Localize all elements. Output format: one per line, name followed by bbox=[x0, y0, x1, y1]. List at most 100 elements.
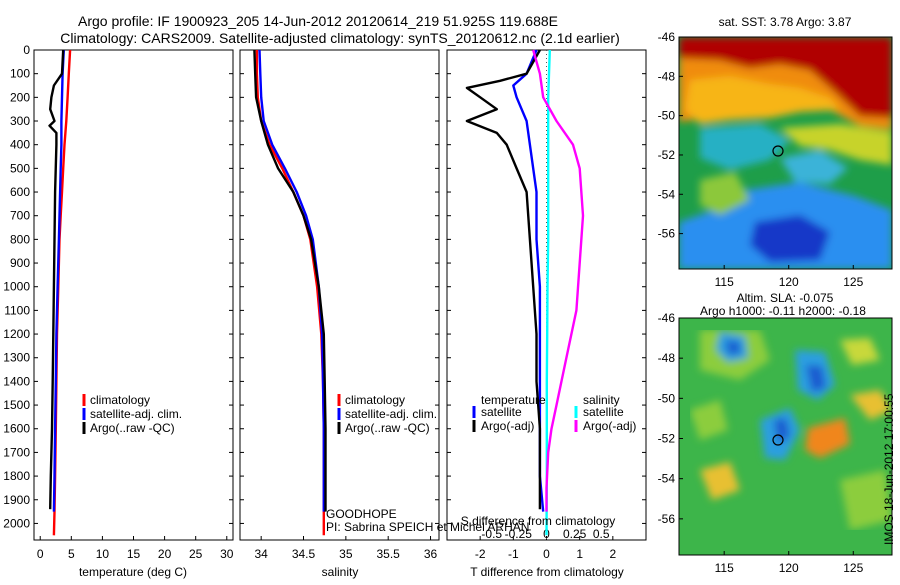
x-tick-label: 2 bbox=[609, 547, 616, 561]
series-line bbox=[253, 49, 327, 512]
legend-label: climatology bbox=[90, 393, 150, 407]
y-tick-label: -46 bbox=[658, 311, 676, 325]
figure-title-line2: Climatology: CARS2009. Satellite-adjuste… bbox=[60, 30, 620, 46]
sst-map-axes: 115 120 125 -46 -48 -50 -52 -54 -56 bbox=[658, 30, 864, 289]
y-tick-label: 500 bbox=[10, 161, 30, 175]
sst-map-frame bbox=[678, 36, 893, 270]
y-tick-label: -46 bbox=[658, 30, 676, 44]
legend-label: Argo(-adj) bbox=[481, 419, 534, 433]
s-tick-label: -0.5 bbox=[481, 527, 502, 541]
y-tick-label: -54 bbox=[658, 187, 676, 201]
salinity-legend: climatology satellite-adj. clim. Argo(..… bbox=[337, 393, 437, 435]
x-tick-label: 115 bbox=[715, 275, 734, 289]
y-tick-label: 1600 bbox=[3, 422, 30, 436]
y-tick-label: 400 bbox=[10, 138, 30, 152]
legend-label: climatology bbox=[345, 393, 405, 407]
series-line bbox=[258, 49, 325, 512]
y-tick-label: -50 bbox=[658, 391, 676, 405]
y-tick-label: 900 bbox=[10, 256, 30, 270]
salinity-panel-frame bbox=[239, 49, 440, 541]
y-tick-label: 800 bbox=[10, 232, 30, 246]
series-line bbox=[545, 49, 551, 536]
difference-legend: temperature satellite Argo(-adj) salinit… bbox=[472, 393, 636, 433]
x-tick-label: 10 bbox=[96, 547, 110, 561]
y-tick-label: 2000 bbox=[3, 516, 30, 530]
x-tick-label: 15 bbox=[127, 547, 141, 561]
sla-map bbox=[679, 318, 892, 555]
y-tick-label: -48 bbox=[658, 69, 676, 83]
y-tick-label: 200 bbox=[10, 90, 30, 104]
series-line bbox=[532, 49, 585, 512]
y-tick-label: -48 bbox=[658, 351, 676, 365]
sst-argo-marker bbox=[772, 145, 784, 157]
x-tick-label: 115 bbox=[715, 561, 734, 575]
y-tick-label: 1500 bbox=[3, 398, 30, 412]
series-line bbox=[255, 50, 325, 536]
x-tick-label: 34.5 bbox=[292, 547, 316, 561]
x-tick-label: 1 bbox=[576, 547, 583, 561]
y-tick-label: 1300 bbox=[3, 351, 30, 365]
y-tick-label: 1200 bbox=[3, 327, 30, 341]
y-tick-label: 100 bbox=[10, 67, 30, 81]
x-tick-label: 0 bbox=[543, 547, 550, 561]
y-tick-label: 1100 bbox=[4, 303, 30, 317]
s-tick-label: -0.25 bbox=[505, 527, 533, 541]
s-tick-label: 0.5 bbox=[593, 527, 610, 541]
y-tick-label: 600 bbox=[10, 185, 30, 199]
temperature-panel-frame bbox=[33, 49, 234, 541]
difference-xlabel: T difference from climatology bbox=[470, 565, 624, 579]
legend-label: satellite bbox=[481, 405, 522, 419]
project-annotation: GOODHOPE bbox=[326, 507, 397, 521]
imos-timestamp: IMOS 18-Jun-2012 17:00:55 bbox=[882, 393, 896, 545]
x-tick-label: 25 bbox=[189, 547, 203, 561]
legend-label: satellite bbox=[583, 405, 624, 419]
sla-map-frame bbox=[678, 317, 893, 556]
y-tick-label: -54 bbox=[658, 472, 676, 486]
x-tick-label: 35.5 bbox=[377, 547, 401, 561]
x-tick-label: 0 bbox=[37, 547, 44, 561]
y-tick-label: -52 bbox=[658, 148, 676, 162]
sla-map-title-line2: Argo h1000: -0.11 h2000: -0.18 bbox=[700, 304, 866, 318]
legend-label: Argo(..raw -QC) bbox=[90, 421, 175, 435]
legend-label: Argo(-adj) bbox=[583, 419, 636, 433]
pi-annotation: PI: Sabrina SPEICH et Michel ARHAN bbox=[326, 520, 529, 534]
y-tick-label: 1700 bbox=[3, 445, 30, 459]
temperature-xlabel: temperature (deg C) bbox=[79, 565, 187, 579]
s-tick-label: 0.25 bbox=[563, 527, 587, 541]
sla-map-title-line1: Altim. SLA: -0.075 bbox=[737, 291, 834, 305]
y-tick-label: 1900 bbox=[3, 493, 30, 507]
x-tick-label: 120 bbox=[779, 275, 799, 289]
sla-argo-marker bbox=[772, 434, 784, 446]
y-tick-label: -56 bbox=[658, 227, 676, 241]
legend-label: satellite-adj. clim. bbox=[345, 407, 437, 421]
x-tick-label: -2 bbox=[475, 547, 486, 561]
legend-label: satellite-adj. clim. bbox=[90, 407, 182, 421]
sla-map-axes: 115 120 125 -46 -48 -50 -52 -54 -56 bbox=[658, 311, 864, 575]
y-tick-label: 300 bbox=[10, 114, 30, 128]
salinity-plot: 34 34.5 35 35.5 36 bbox=[240, 49, 439, 561]
temperature-legend: climatology satellite-adj. clim. Argo(..… bbox=[82, 393, 182, 435]
y-tick-label: 1000 bbox=[3, 280, 30, 294]
x-tick-label: 36 bbox=[424, 547, 438, 561]
series-line bbox=[48, 49, 65, 510]
x-tick-label: 125 bbox=[843, 561, 863, 575]
x-tick-label: 125 bbox=[843, 275, 863, 289]
y-tick-label: -50 bbox=[658, 109, 676, 123]
x-tick-label: 34 bbox=[254, 547, 268, 561]
legend-label: Argo(..raw -QC) bbox=[345, 421, 430, 435]
sst-map-title: sat. SST: 3.78 Argo: 3.87 bbox=[719, 15, 852, 29]
y-tick-label: 700 bbox=[10, 209, 30, 223]
legend-group-temperature: temperature bbox=[481, 393, 546, 407]
legend-group-salinity: salinity bbox=[583, 393, 620, 407]
difference-top-xlabel: S difference from climatology bbox=[461, 514, 616, 528]
temperature-plot: 0 5 10 15 20 25 300100200300400500600700800900… bbox=[3, 43, 233, 561]
y-tick-label: 0 bbox=[23, 43, 30, 57]
series-line bbox=[465, 49, 542, 510]
x-tick-label: 30 bbox=[220, 547, 234, 561]
y-tick-label: 1800 bbox=[3, 469, 30, 483]
sst-map bbox=[679, 37, 892, 269]
y-tick-label: -52 bbox=[658, 432, 676, 446]
series-line bbox=[52, 49, 65, 512]
